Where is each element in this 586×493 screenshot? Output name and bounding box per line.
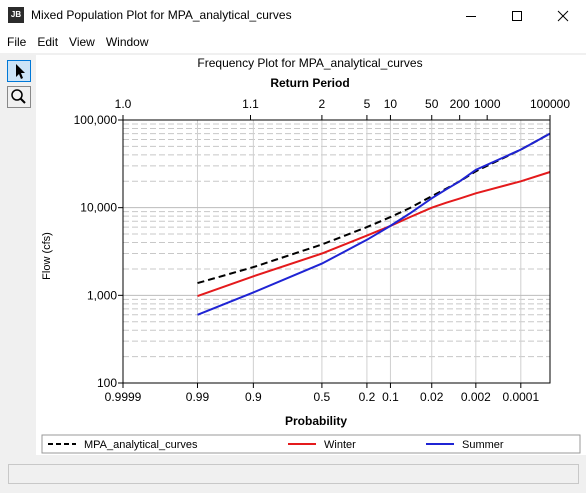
- series-line-mpa-analytical-curves: [197, 132, 551, 285]
- grid-lines: [122, 119, 551, 384]
- x-tick-label: 0.02: [420, 390, 444, 404]
- x-tick-label: 0.0001: [502, 390, 539, 404]
- minimize-icon: [466, 16, 476, 18]
- x-tick-label: 0.2: [359, 390, 376, 404]
- plot-panel: Frequency Plot for MPA_analytical_curves…: [36, 55, 586, 455]
- legend-label: Winter: [324, 439, 356, 451]
- plot-frame: [122, 119, 551, 384]
- menu-window[interactable]: Window: [105, 35, 149, 49]
- x-axis-title: Probability: [285, 414, 347, 428]
- y-tick-label: 10,000: [80, 201, 117, 215]
- top-tick-label: 1000: [474, 97, 501, 111]
- top-tick-label: 1.1: [242, 97, 259, 111]
- maximize-button[interactable]: [494, 0, 540, 31]
- title-bar: JB Mixed Population Plot for MPA_analyti…: [0, 0, 586, 31]
- window-title: Mixed Population Plot for MPA_analytical…: [31, 8, 292, 22]
- x-tick-label: 0.9999: [105, 390, 142, 404]
- x-tick-label: 0.99: [186, 390, 210, 404]
- top-tick-label: 1.0: [115, 97, 132, 111]
- legend: MPA_analytical_curves Winter Summer: [41, 434, 581, 454]
- app-logo-icon: JB: [8, 7, 24, 23]
- top-tick-label: 5: [364, 97, 371, 111]
- status-bar: [8, 464, 579, 484]
- x-tick-label: 0.1: [382, 390, 399, 404]
- frequency-chart[interactable]: Frequency Plot for MPA_analytical_curves…: [36, 55, 586, 455]
- series-lines: [197, 132, 551, 316]
- close-icon: [557, 10, 569, 22]
- menu-bar: File Edit View Window: [0, 31, 586, 53]
- arrow-cursor-icon: [16, 64, 25, 79]
- close-button[interactable]: [540, 0, 586, 31]
- top-axis-title: Return Period: [270, 76, 349, 90]
- top-tick-label: 10: [384, 97, 398, 111]
- minimize-button[interactable]: [448, 0, 494, 31]
- series-line-winter: [197, 171, 551, 298]
- y-tick-label: 100,000: [74, 113, 118, 127]
- top-tick-label: 100000: [530, 97, 570, 111]
- axis-ticks: 100 1,000 10,000 100,000 0.9999 0.99 0.9 0.5 0.2…: [74, 97, 571, 404]
- top-tick-label: 2: [319, 97, 326, 111]
- x-tick-label: 0.002: [461, 390, 491, 404]
- y-tick-label: 100: [97, 376, 117, 390]
- x-tick-label: 0.9: [245, 390, 262, 404]
- menu-edit[interactable]: Edit: [37, 35, 59, 49]
- magnifier-icon: [11, 89, 26, 104]
- maximize-icon: [512, 11, 522, 22]
- legend-label: MPA_analytical_curves: [84, 439, 198, 451]
- menu-file[interactable]: File: [7, 35, 27, 49]
- tool-palette: [0, 55, 36, 455]
- y-axis-title: Flow (cfs): [41, 232, 53, 280]
- pointer-tool-button[interactable]: [7, 60, 31, 82]
- chart-title: Frequency Plot for MPA_analytical_curves: [197, 56, 422, 70]
- y-tick-label: 1,000: [87, 288, 117, 302]
- top-tick-label: 50: [425, 97, 439, 111]
- zoom-tool-button[interactable]: [7, 86, 31, 108]
- series-line-summer: [197, 132, 551, 316]
- top-tick-label: 200: [450, 97, 470, 111]
- legend-label: Summer: [462, 439, 504, 451]
- menu-view[interactable]: View: [69, 35, 95, 49]
- x-tick-label: 0.5: [314, 390, 331, 404]
